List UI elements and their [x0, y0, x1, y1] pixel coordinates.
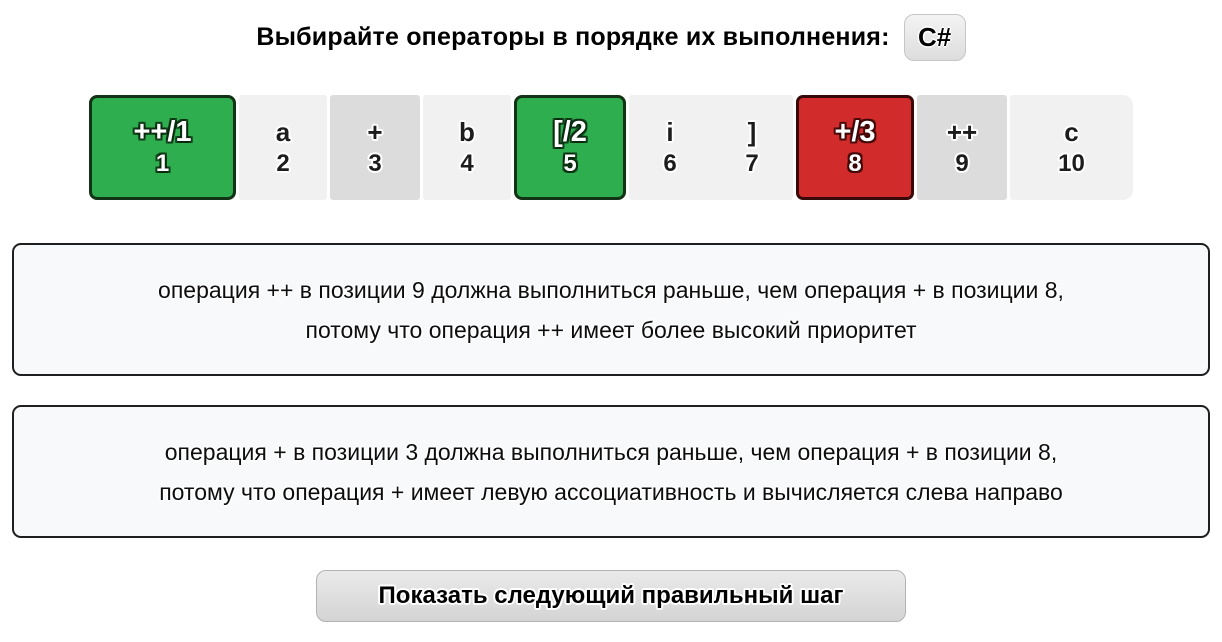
token-increment-pos9[interactable]: ++ 9 [917, 95, 1007, 200]
token-operand-i-pos6: i 6 [629, 95, 711, 200]
feedback-line: потому что операция + имеет левую ассоци… [159, 478, 1063, 505]
feedback-line: операция ++ в позиции 9 должна выполнить… [158, 276, 1064, 303]
token-position: 2 [276, 150, 290, 177]
feedback-line: потому что операция ++ имеет более высок… [305, 316, 917, 343]
token-plus-pos8-wrong[interactable]: +/3 8 [796, 95, 914, 200]
token-increment-pos1[interactable]: ++/1 1 [89, 95, 236, 200]
token-position: 3 [368, 150, 382, 177]
token-operand-c-pos10: c 10 [1010, 95, 1133, 200]
token-bracket-close-pos7: ] 7 [711, 95, 793, 200]
token-operand-b-pos4: b 4 [423, 95, 511, 200]
header: Выбирайте операторы в порядке их выполне… [0, 13, 1222, 61]
token-label: b [459, 117, 475, 147]
token-label: ++ [946, 117, 978, 147]
feedback-box-associativity: операция + в позиции 3 должна выполнитьс… [12, 405, 1210, 538]
token-group-pos6-7: i 6 ] 7 [629, 95, 793, 200]
expression-token-row: ++/1 1 a 2 + 3 b 4 [/2 5 i 6 ] 7 [0, 95, 1222, 200]
token-label: + [367, 117, 383, 147]
token-label: +/3 [834, 116, 876, 148]
token-label: c [1064, 117, 1079, 147]
token-label: ++/1 [133, 116, 192, 148]
feedback-box-priority: операция ++ в позиции 9 должна выполнить… [12, 243, 1210, 376]
token-position: 6 [663, 150, 677, 177]
page-title: Выбирайте операторы в порядке их выполне… [256, 22, 890, 51]
token-position: 9 [955, 150, 969, 177]
token-plus-pos3[interactable]: + 3 [330, 95, 420, 200]
token-label: ] [747, 117, 757, 147]
show-next-step-button[interactable]: Показать следующий правильный шаг [316, 570, 906, 622]
language-badge: C# [903, 13, 966, 61]
token-operand-a-pos2: a 2 [239, 95, 327, 200]
token-label: [/2 [553, 116, 587, 148]
feedback-line: операция + в позиции 3 должна выполнитьс… [164, 438, 1058, 465]
token-position: 7 [745, 150, 759, 177]
token-position: 5 [563, 150, 577, 177]
token-label: a [275, 117, 291, 147]
token-position: 10 [1058, 150, 1085, 177]
token-position: 8 [848, 150, 862, 177]
token-position: 4 [460, 150, 474, 177]
token-label: i [666, 117, 674, 147]
token-bracket-open-pos5[interactable]: [/2 5 [514, 95, 626, 200]
token-position: 1 [155, 150, 170, 177]
footer-actions: Показать следующий правильный шаг [0, 570, 1222, 622]
